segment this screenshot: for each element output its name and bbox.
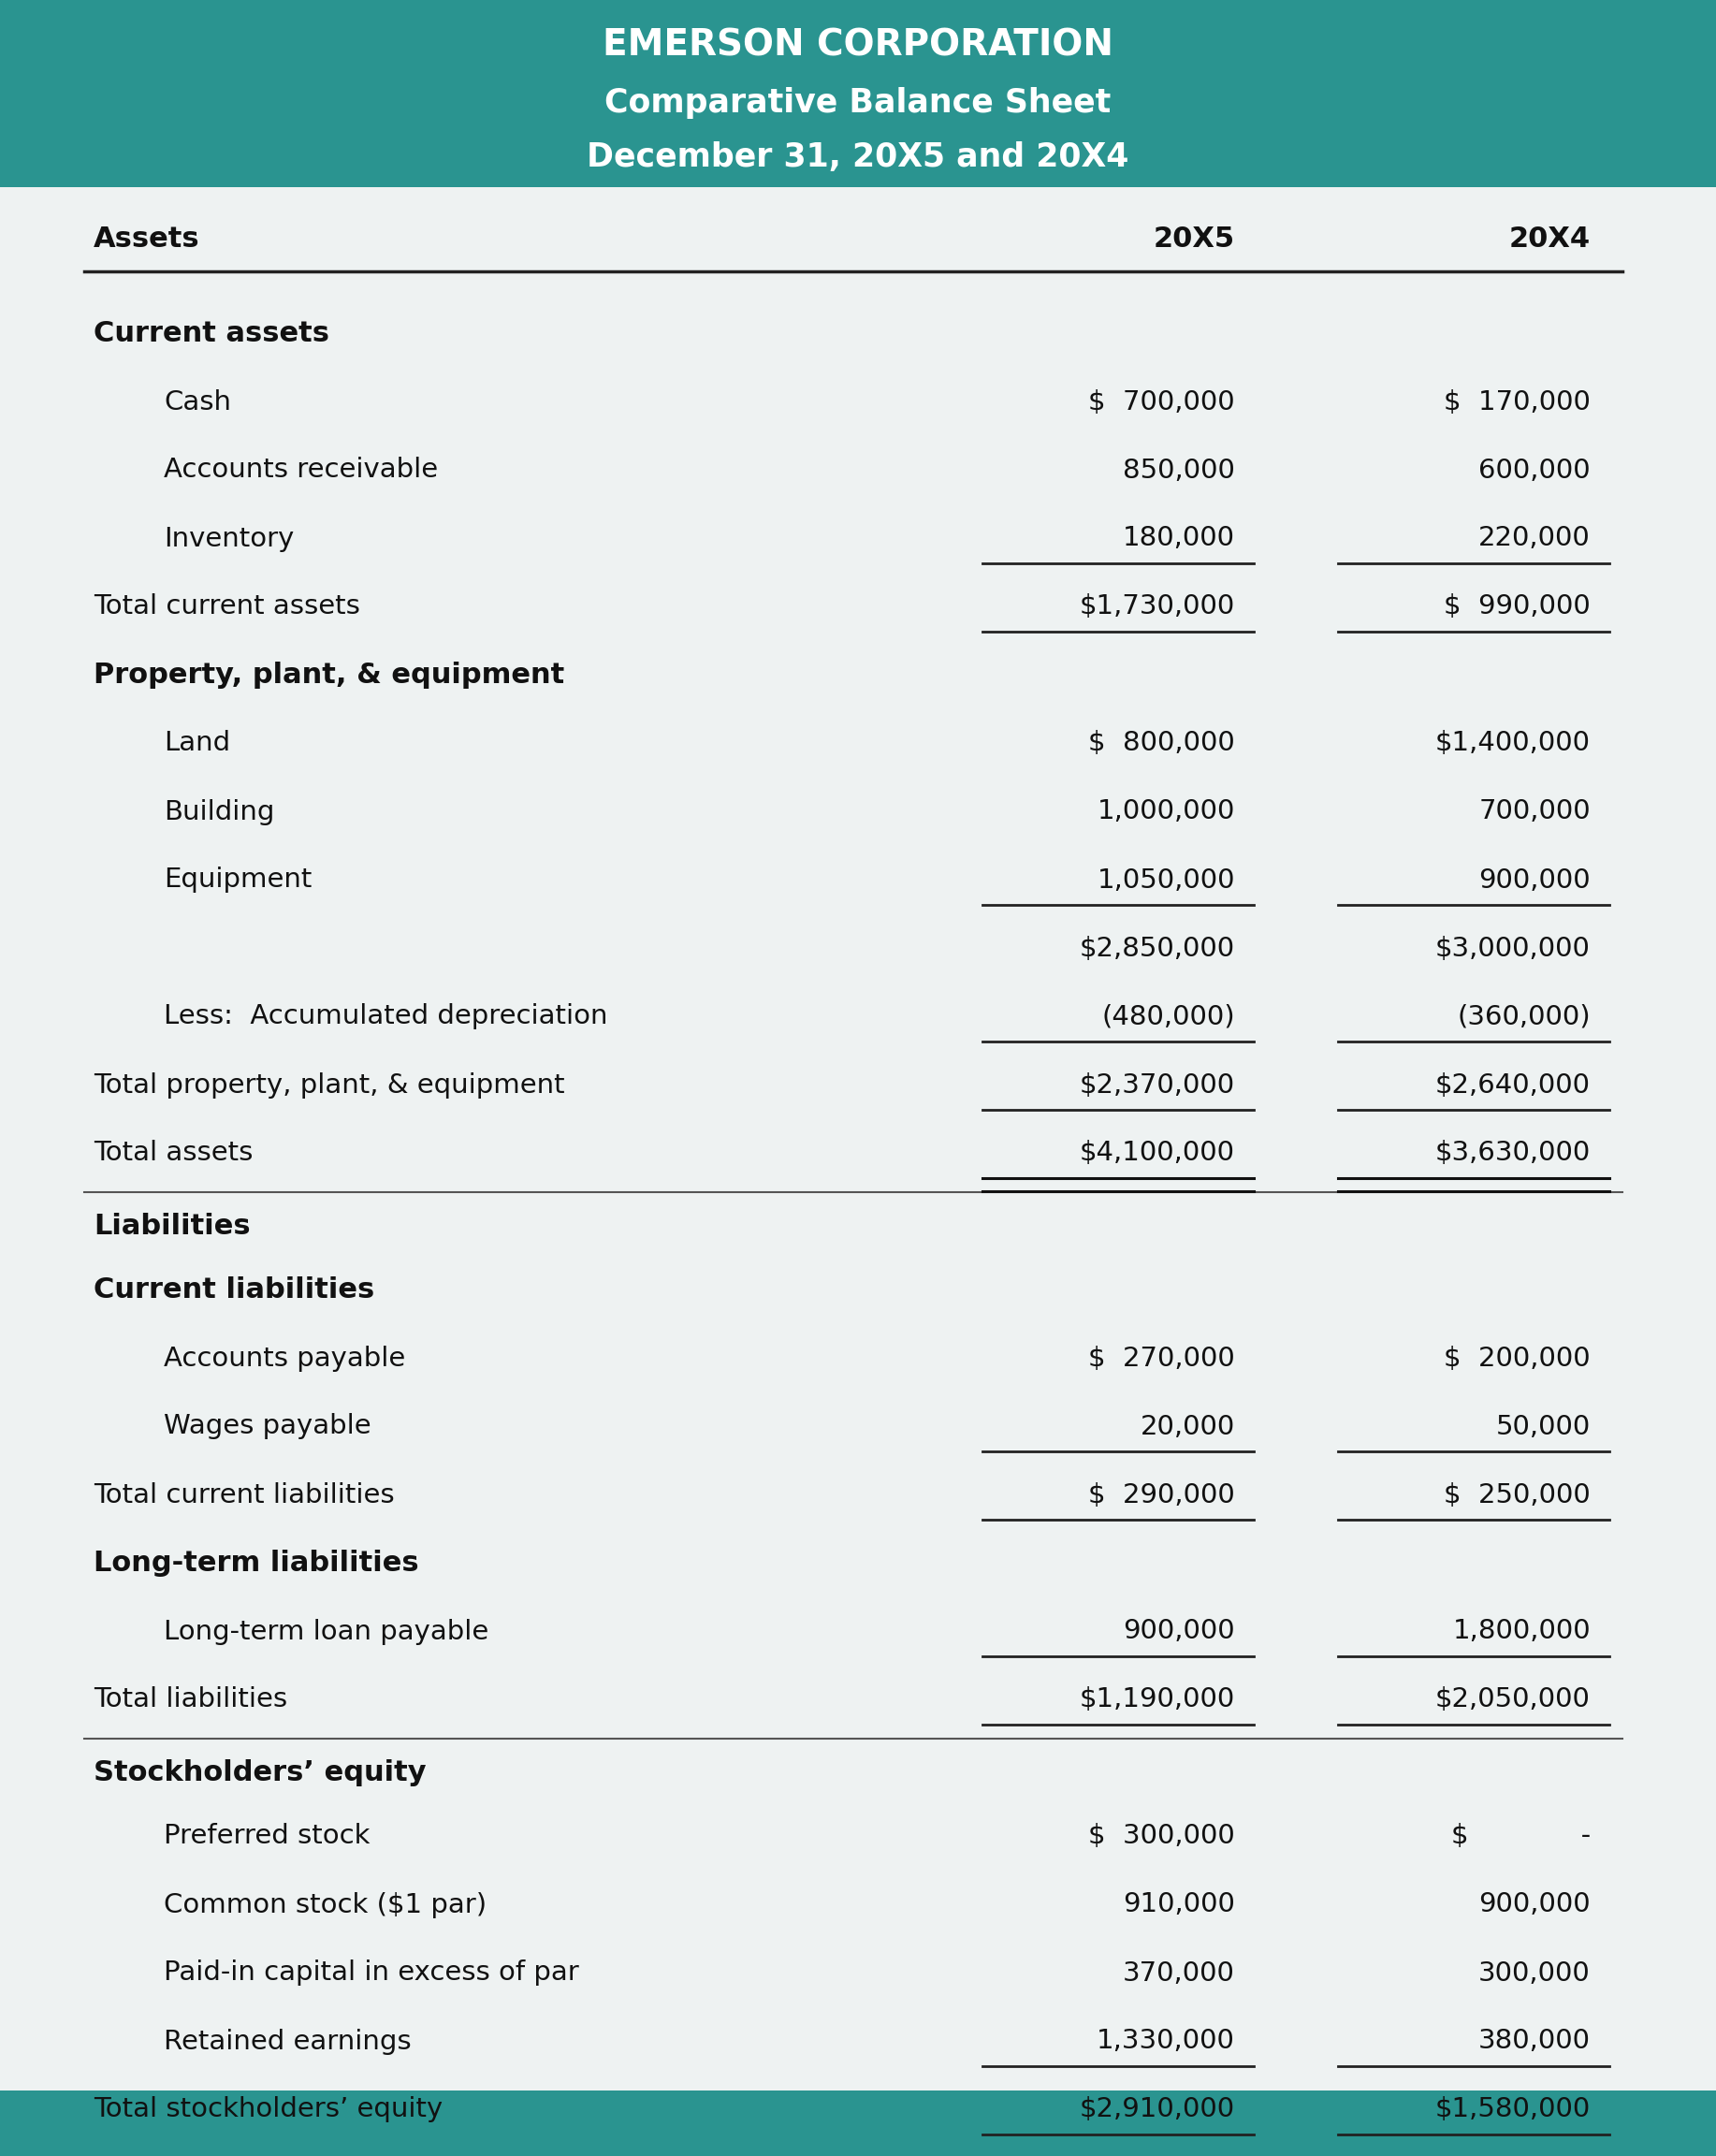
Text: EMERSON CORPORATION: EMERSON CORPORATION — [602, 28, 1114, 63]
Text: Total property, plant, & equipment: Total property, plant, & equipment — [94, 1072, 565, 1097]
Text: Wages payable: Wages payable — [163, 1414, 371, 1440]
Text: Total assets: Total assets — [94, 1141, 252, 1166]
Text: 1,800,000: 1,800,000 — [1452, 1619, 1591, 1645]
Text: Preferred stock: Preferred stock — [163, 1824, 371, 1850]
Text: 1,330,000: 1,330,000 — [1097, 2029, 1236, 2055]
Text: $1,400,000: $1,400,000 — [1435, 731, 1591, 757]
Text: Retained earnings: Retained earnings — [163, 2029, 412, 2055]
Text: 700,000: 700,000 — [1479, 798, 1591, 826]
Text: 20,000: 20,000 — [1141, 1414, 1236, 1440]
Text: Accounts payable: Accounts payable — [163, 1345, 405, 1371]
Text: Assets: Assets — [94, 224, 199, 252]
Text: (480,000): (480,000) — [1102, 1003, 1236, 1031]
Text: $2,370,000: $2,370,000 — [1079, 1072, 1236, 1097]
Text: Liabilities: Liabilities — [94, 1212, 251, 1240]
Text: $             -: $ - — [1452, 1824, 1591, 1850]
Text: Total current liabilities: Total current liabilities — [94, 1481, 395, 1507]
Text: 220,000: 220,000 — [1479, 526, 1591, 552]
Text: Long-term liabilities: Long-term liabilities — [94, 1550, 419, 1576]
Text: Stockholders’ equity: Stockholders’ equity — [94, 1759, 426, 1787]
Text: Total stockholders’ equity: Total stockholders’ equity — [94, 2096, 443, 2124]
Text: Comparative Balance Sheet: Comparative Balance Sheet — [604, 86, 1112, 119]
Text: $  990,000: $ 990,000 — [1443, 593, 1591, 621]
Text: Current assets: Current assets — [94, 319, 329, 347]
Text: 1,000,000: 1,000,000 — [1097, 798, 1236, 826]
Text: December 31, 20X5 and 20X4: December 31, 20X5 and 20X4 — [587, 142, 1129, 172]
Text: Paid-in capital in excess of par: Paid-in capital in excess of par — [163, 1960, 578, 1986]
Text: $  700,000: $ 700,000 — [1088, 388, 1236, 414]
Text: Total current assets: Total current assets — [94, 593, 360, 621]
Text: 900,000: 900,000 — [1479, 1891, 1591, 1919]
Text: Equipment: Equipment — [163, 867, 312, 893]
Text: $1,190,000: $1,190,000 — [1079, 1686, 1236, 1712]
Text: $2,850,000: $2,850,000 — [1079, 936, 1236, 962]
Text: 910,000: 910,000 — [1122, 1891, 1236, 1919]
Text: $2,050,000: $2,050,000 — [1435, 1686, 1591, 1712]
Bar — [0, 0, 1716, 188]
Text: 850,000: 850,000 — [1122, 457, 1236, 483]
Text: 1,050,000: 1,050,000 — [1097, 867, 1236, 893]
Text: 50,000: 50,000 — [1496, 1414, 1591, 1440]
Text: $2,640,000: $2,640,000 — [1435, 1072, 1591, 1097]
Text: Less:  Accumulated depreciation: Less: Accumulated depreciation — [163, 1003, 607, 1031]
Text: Land: Land — [163, 731, 230, 757]
Text: $  200,000: $ 200,000 — [1445, 1345, 1591, 1371]
Text: Property, plant, & equipment: Property, plant, & equipment — [94, 662, 565, 688]
Text: 180,000: 180,000 — [1122, 526, 1236, 552]
Text: $2,910,000: $2,910,000 — [1079, 2096, 1236, 2124]
Text: $  170,000: $ 170,000 — [1443, 388, 1591, 414]
Text: $1,580,000: $1,580,000 — [1435, 2096, 1591, 2124]
Text: 600,000: 600,000 — [1479, 457, 1591, 483]
Text: 370,000: 370,000 — [1122, 1960, 1236, 1986]
Text: $  250,000: $ 250,000 — [1443, 1481, 1591, 1507]
Text: $  800,000: $ 800,000 — [1088, 731, 1236, 757]
Text: Building: Building — [163, 798, 275, 826]
Text: Total liabilities: Total liabilities — [94, 1686, 287, 1712]
Text: $4,100,000: $4,100,000 — [1079, 1141, 1236, 1166]
Text: $3,000,000: $3,000,000 — [1435, 936, 1591, 962]
Text: Current liabilities: Current liabilities — [94, 1276, 374, 1304]
Text: 900,000: 900,000 — [1479, 867, 1591, 893]
Text: Inventory: Inventory — [163, 526, 293, 552]
Text: $3,630,000: $3,630,000 — [1435, 1141, 1591, 1166]
Text: $  270,000: $ 270,000 — [1088, 1345, 1236, 1371]
Text: (360,000): (360,000) — [1457, 1003, 1591, 1031]
Text: Common stock ($1 par): Common stock ($1 par) — [163, 1891, 487, 1919]
Text: 380,000: 380,000 — [1479, 2029, 1591, 2055]
Text: $  300,000: $ 300,000 — [1088, 1824, 1236, 1850]
Text: 900,000: 900,000 — [1124, 1619, 1236, 1645]
Text: $  290,000: $ 290,000 — [1088, 1481, 1236, 1507]
Text: Accounts receivable: Accounts receivable — [163, 457, 438, 483]
Text: 20X4: 20X4 — [1508, 224, 1591, 252]
Bar — [0, 2091, 1716, 2156]
Text: Long-term loan payable: Long-term loan payable — [163, 1619, 489, 1645]
Text: 300,000: 300,000 — [1479, 1960, 1591, 1986]
Text: Cash: Cash — [163, 388, 232, 414]
Text: $1,730,000: $1,730,000 — [1079, 593, 1236, 621]
Text: 20X5: 20X5 — [1153, 224, 1236, 252]
